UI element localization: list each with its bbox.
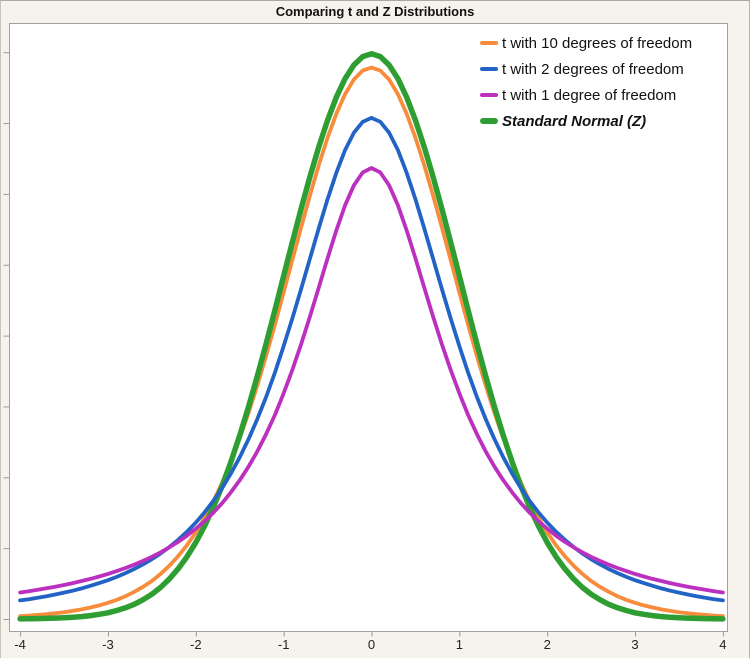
x-axis-tick-label: -2 bbox=[190, 637, 202, 652]
x-axis-tick-label: 2 bbox=[543, 637, 551, 652]
x-axis-tick-label: 0 bbox=[367, 637, 376, 652]
chart-title: Comparing t and Z Distributions bbox=[1, 1, 749, 22]
curve-t2 bbox=[18, 116, 725, 603]
legend-item-label: t with 1 degree of freedom bbox=[502, 86, 677, 104]
x-axis-tick-label: -1 bbox=[277, 637, 290, 652]
legend-item-z[interactable]: Standard Normal (Z) bbox=[480, 108, 692, 134]
x-axis-tick-label: 3 bbox=[631, 637, 639, 652]
legend-item-label: t with 10 degrees of freedom bbox=[502, 34, 693, 52]
legend-line-swatch-icon bbox=[480, 93, 498, 97]
x-axis-tick-label: 1 bbox=[455, 637, 463, 652]
plot-frame bbox=[9, 23, 728, 632]
curve-z bbox=[17, 51, 726, 622]
legend-line-swatch-icon bbox=[480, 41, 498, 45]
legend-item-t1[interactable]: t with 1 degree of freedom bbox=[480, 82, 692, 108]
legend: t with 10 degrees of freedom t with 2 deg… bbox=[480, 30, 692, 134]
x-axis-tick-label: 4 bbox=[719, 637, 727, 652]
legend-item-label: Standard Normal (Z) bbox=[502, 112, 647, 130]
legend-line-swatch-icon bbox=[480, 67, 498, 71]
legend-item-label: t with 2 degrees of freedom bbox=[502, 60, 684, 78]
legend-item-t2[interactable]: t with 2 degrees of freedom bbox=[480, 56, 692, 82]
curve-t1 bbox=[18, 166, 725, 595]
legend-line-swatch-icon bbox=[480, 118, 498, 124]
legend-item-t10[interactable]: t with 10 degrees of freedom bbox=[480, 30, 692, 56]
x-axis-tick-label: -4 bbox=[14, 637, 26, 652]
curve-t10 bbox=[18, 65, 725, 619]
x-axis-tick-label: -3 bbox=[102, 637, 114, 652]
